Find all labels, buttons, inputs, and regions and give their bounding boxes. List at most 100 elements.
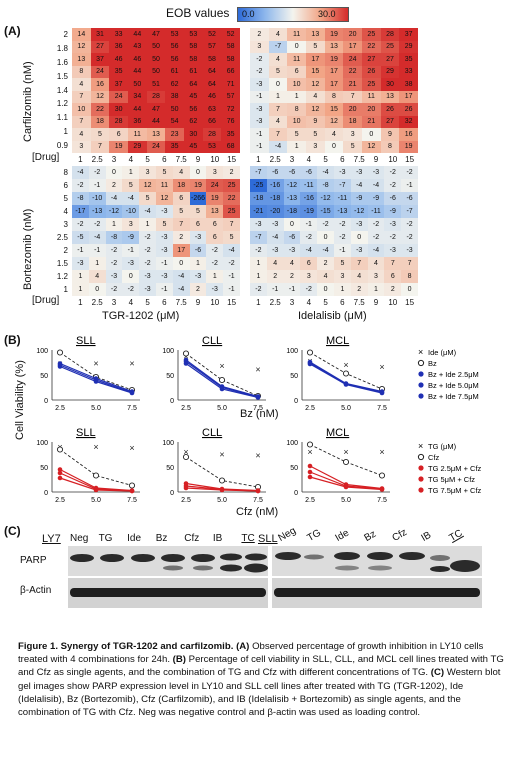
heatmap-cell: 72 — [221, 103, 240, 116]
heatmap-cell: 44 — [146, 115, 166, 128]
x-tick-label: 2.5 — [55, 497, 65, 504]
heatmap-cell: 12 — [305, 78, 325, 91]
heatmap-cell: 13 — [72, 53, 91, 66]
heatmap-cell: 15 — [305, 65, 325, 78]
x-tick-label: 7.5 — [253, 497, 263, 504]
legend-marker-open — [417, 359, 425, 367]
heatmap-cell: 24 — [343, 53, 362, 66]
heatmap-cell: 18 — [90, 115, 110, 128]
heatmap-cell: -3 — [250, 103, 269, 116]
caption-b-text: Percentage of cell viability in SLL, CLL… — [18, 654, 504, 679]
heatmap-cell: -2 — [367, 218, 385, 231]
x-tick-label: 10 — [388, 155, 398, 164]
heatmap-cell: 37 — [90, 53, 110, 66]
series-marker — [57, 470, 63, 476]
heatmap-cell: -4 — [72, 166, 89, 179]
heatmap-cell: 12 — [139, 179, 156, 192]
heatmap-cell: -4 — [139, 205, 156, 218]
heatmap-cell: 17 — [324, 65, 344, 78]
heatmap-cell: -2 — [401, 166, 418, 179]
series-marker-x: × — [343, 447, 348, 457]
heatmap-cell: -1 — [401, 179, 418, 192]
heatmap-cell: 7 — [350, 257, 368, 270]
heatmap-cell: 22 — [223, 192, 240, 205]
y-tick-label: 2 — [63, 29, 68, 39]
heatmap-cell: 50 — [146, 40, 166, 53]
heatmap-cell: 7 — [223, 218, 240, 231]
heatmap-cell: -2 — [88, 218, 106, 231]
x-tick-label: 7.5 — [253, 405, 263, 412]
lane-label: IB — [212, 533, 223, 544]
series-marker-x: × — [183, 447, 188, 457]
heatmap-cell: 1 — [287, 140, 306, 153]
heatmap-cell: 0 — [283, 218, 301, 231]
heatmap-cell: -3 — [283, 244, 301, 257]
heatmap-cell: -1 — [223, 270, 240, 283]
colorbar-max-label: 30.0 — [318, 9, 336, 19]
heatmap-cell: 23 — [165, 128, 184, 141]
heatmap-cell: 2 — [223, 166, 240, 179]
heatmap-cell: 11 — [287, 53, 306, 66]
heatmap-cell: 18 — [343, 115, 362, 128]
y-tick-label: 100 — [162, 348, 174, 355]
heatmap-cell: -6 — [283, 231, 301, 244]
heatmap-cell: 10 — [72, 103, 91, 116]
x-tick-label: 6 — [162, 298, 167, 307]
heatmap-cell: -1 — [223, 283, 240, 296]
legend-marker — [418, 371, 424, 377]
y-tick-label: 1.5 — [56, 71, 68, 81]
legend-marker-x: × — [418, 347, 423, 357]
heatmap-cell: -18 — [250, 192, 267, 205]
heatmap-cell: 64 — [183, 78, 203, 91]
heatmap-cell: 25 — [361, 78, 381, 91]
heatmap-cell: -4 — [317, 244, 334, 257]
y-tick-label: 1.8 — [56, 43, 68, 53]
heatmap-cell: -3 — [189, 270, 207, 283]
heatmap-cell: 22 — [90, 103, 110, 116]
heatmap-cell: 4 — [350, 270, 368, 283]
series-marker — [183, 361, 189, 366]
x-tick-label: 3 — [111, 155, 117, 164]
heatmap-cell: 50 — [127, 78, 147, 91]
heatmap-cell: 47 — [146, 28, 166, 41]
heatmap-cell: 17 — [343, 40, 362, 53]
heatmap-cell: 3 — [206, 166, 224, 179]
heatmap-cell: -1 — [266, 283, 284, 296]
heatmap-cell: 66 — [221, 65, 240, 78]
heatmap-cell: 0 — [287, 40, 306, 53]
series-marker-open — [182, 350, 190, 357]
x-tick-label: 3 — [289, 155, 295, 164]
y-tick-label: 1.4 — [56, 85, 68, 95]
series-marker-x: × — [93, 442, 98, 452]
heatmap-cell: 0 — [350, 231, 368, 244]
heatmap-cell: 57 — [221, 90, 240, 103]
heatmap-cell: 5 — [343, 140, 362, 153]
heatmap-cell: 19 — [324, 53, 344, 66]
legend-label: Cfz — [428, 453, 440, 462]
heatmap-cell: 4 — [324, 128, 344, 141]
y-tick-label: 0 — [294, 490, 298, 497]
panel-a-label: (A) — [4, 24, 21, 38]
heatmap-cell: 35 — [399, 53, 418, 66]
heatmap-cell: 10 — [287, 115, 306, 128]
series-marker — [129, 390, 135, 396]
heatmap-cell: 3 — [305, 140, 325, 153]
heatmap-cell: 25 — [380, 40, 400, 53]
heatmap-bortezomib-tgr1202: -4 -2 0 1 3 5 4 0 3 2 -2 -1 2 5 12 11 18 19 24 25 -8 -10 -4 -4 5… — [72, 166, 240, 296]
heatmap-cell: 58 — [183, 53, 203, 66]
series-marker-x: × — [379, 362, 384, 372]
series-marker-open — [56, 349, 64, 356]
heatmap-cell: -7 — [333, 179, 351, 192]
subplot-title: SLL — [76, 427, 96, 439]
heatmap-cell: -3 — [266, 218, 284, 231]
x-tick-label: 10 — [388, 298, 398, 307]
y-tick-label: 1.2 — [56, 99, 68, 109]
x-tick-label: 5.0 — [217, 405, 227, 412]
heatmap-cell: 15 — [324, 103, 344, 116]
heatmap-cell: 12 — [305, 103, 325, 116]
series-line-dashed — [185, 353, 259, 397]
heatmap-cell: 8 — [401, 270, 418, 283]
heatmap-cell: 4 — [283, 257, 301, 270]
legend-label: Bz + Ide 2.5μM — [428, 370, 479, 379]
legend-label: TG 5μM + Cfz — [428, 475, 475, 484]
